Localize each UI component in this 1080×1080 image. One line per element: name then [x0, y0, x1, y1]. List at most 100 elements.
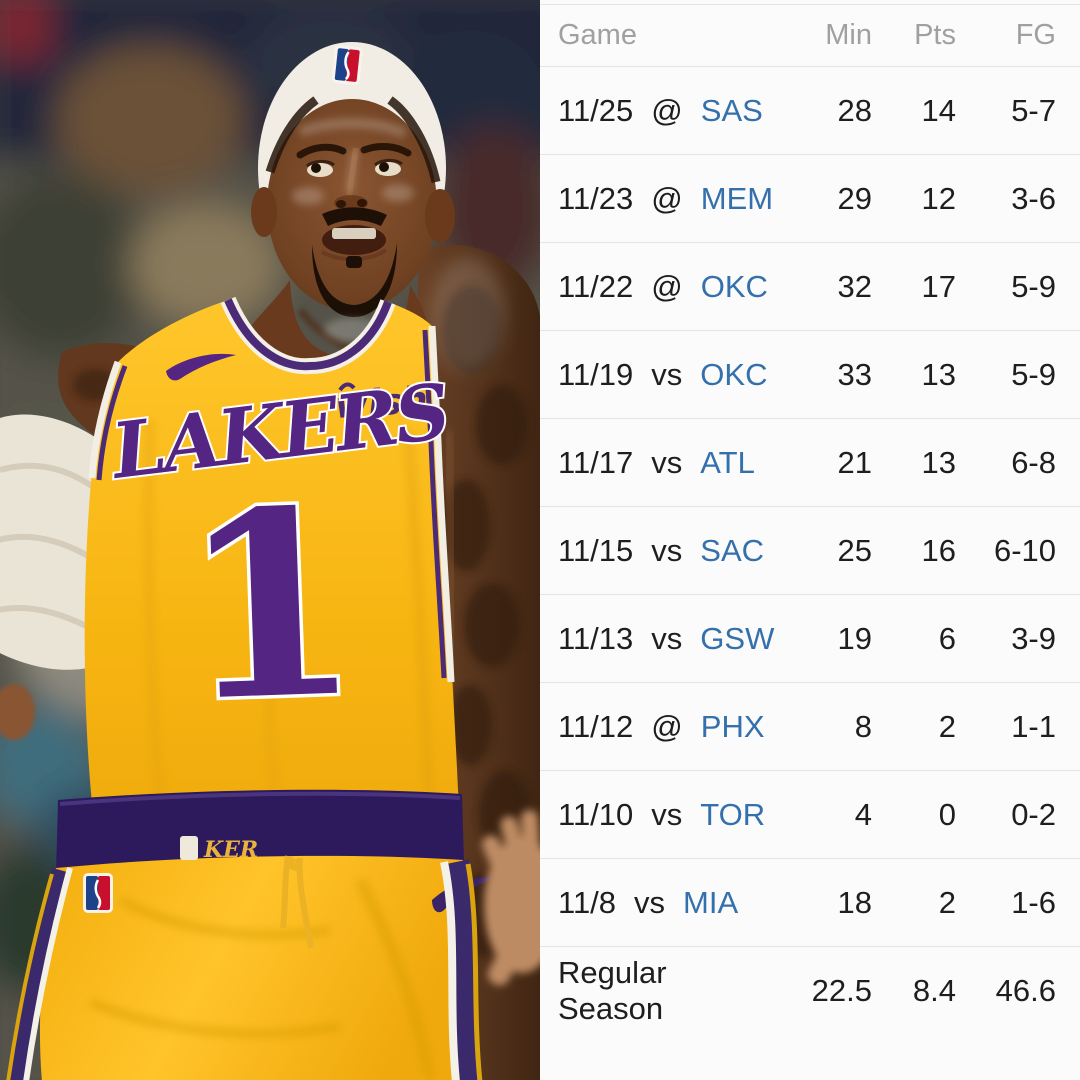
right-ear: [425, 189, 455, 243]
game-cell: 11/22 @ OKC: [558, 269, 776, 305]
game-location: vs: [651, 532, 683, 568]
game-location: @: [651, 268, 683, 304]
table-row: 11/22 @ OKC 32 17 5-9: [540, 243, 1080, 331]
jersey-number: 1: [177, 454, 365, 759]
table-row: 11/8 vs MIA 18 2 1-6: [540, 859, 1080, 947]
waistband: [56, 789, 464, 874]
game-cell: 11/19 vs OKC: [558, 357, 776, 393]
team-link[interactable]: SAC: [700, 532, 765, 568]
game-date: 11/8: [558, 884, 617, 920]
game-cell: 11/8 vs MIA: [558, 885, 776, 921]
team-link[interactable]: OKC: [700, 356, 768, 392]
column-header-game: Game: [558, 19, 637, 51]
fingertip: [0, 684, 35, 740]
game-cell: 11/15 vs SAC: [558, 533, 776, 569]
shorts: KER: [6, 789, 498, 1080]
points-value: 0: [938, 796, 956, 832]
fg-value: 5-7: [1011, 92, 1056, 128]
points-value: 14: [921, 92, 956, 128]
table-row: 11/15 vs SAC 25 16 6-10: [540, 507, 1080, 595]
minutes-value: 28: [837, 92, 872, 128]
points-value: 13: [921, 356, 956, 392]
goatee: [312, 243, 397, 317]
table-header-row: Game Min Pts FG: [540, 4, 1080, 67]
team-link[interactable]: OKC: [700, 268, 768, 304]
game-date: 11/25: [558, 92, 634, 128]
fg-value: 5-9: [1011, 356, 1056, 392]
fg-value: 3-9: [1011, 620, 1056, 656]
stats-rows: 11/25 @ SAS 28 14 5-7 11/23 @ MEM 29 12 …: [540, 67, 1080, 947]
table-row: 11/17 vs ATL 21 13 6-8: [540, 419, 1080, 507]
points-value: 13: [921, 444, 956, 480]
fg-value: 5-9: [1011, 268, 1056, 304]
points-value: 2: [938, 884, 956, 920]
table-row: 11/13 vs GSW 19 6 3-9: [540, 595, 1080, 683]
fg-value: 1-6: [1011, 884, 1056, 920]
game-date: 11/12: [558, 708, 634, 744]
player-head: [238, 42, 455, 432]
game-log-table: Game Min Pts FG 11/25 @ SAS 28 14 5-7 11…: [540, 0, 1080, 1080]
fg-value: 0-2: [1011, 796, 1056, 832]
game-date: 11/22: [558, 268, 634, 304]
column-header-pts: Pts: [914, 19, 956, 51]
points-value: 17: [921, 268, 956, 304]
game-cell: 11/25 @ SAS: [558, 93, 776, 129]
game-location: @: [651, 92, 683, 128]
game-date: 11/13: [558, 620, 634, 656]
team-link[interactable]: SAS: [700, 92, 763, 128]
summary-pts: 8.4: [912, 973, 956, 1008]
game-date: 11/10: [558, 796, 634, 832]
team-link[interactable]: MEM: [700, 180, 774, 216]
minutes-value: 33: [837, 356, 872, 392]
game-cell: 11/13 vs GSW: [558, 621, 776, 657]
jersey: wish LAKERS 1: [84, 296, 462, 845]
column-header-fg: FG: [1015, 19, 1056, 51]
summary-label: Regular Season: [558, 955, 667, 1026]
minutes-value: 32: [837, 268, 872, 304]
points-value: 2: [938, 708, 956, 744]
column-header-min: Min: [825, 19, 872, 51]
game-date: 11/23: [558, 180, 634, 216]
points-value: 6: [938, 620, 956, 656]
game-location: vs: [651, 796, 683, 832]
team-link[interactable]: GSW: [700, 620, 775, 656]
wish-logo: wish: [334, 380, 429, 427]
summary-row: Regular Season 22.5 8.4 46.6: [540, 947, 1080, 1035]
fg-value: 6-8: [1011, 444, 1056, 480]
nike-swoosh-icon: [166, 353, 236, 381]
game-location: vs: [634, 884, 666, 920]
waistband-logo: KER: [180, 836, 258, 863]
summary-fg: 46.6: [995, 973, 1056, 1008]
team-link[interactable]: ATL: [700, 444, 755, 480]
game-date: 11/17: [558, 444, 634, 480]
team-link[interactable]: MIA: [683, 884, 739, 920]
game-date: 11/19: [558, 356, 634, 392]
team-link[interactable]: TOR: [700, 796, 766, 832]
table-row: 11/10 vs TOR 4 0 0-2: [540, 771, 1080, 859]
game-cell: 11/17 vs ATL: [558, 445, 776, 481]
game-location: vs: [651, 356, 683, 392]
minutes-value: 21: [837, 444, 872, 480]
fg-value: 1-1: [1011, 708, 1056, 744]
player-left-arm: [0, 342, 152, 740]
drawstring: [280, 855, 314, 949]
game-cell: 11/10 vs TOR: [558, 797, 776, 833]
shorts-nba-logo-icon: [83, 873, 113, 913]
table-row: 11/25 @ SAS 28 14 5-7: [540, 67, 1080, 155]
minutes-value: 8: [854, 708, 872, 744]
summary-min: 22.5: [811, 973, 872, 1008]
game-location: @: [651, 180, 683, 216]
opponent-hand: [481, 809, 540, 986]
table-row: 11/12 @ PHX 8 2 1-1: [540, 683, 1080, 771]
fg-value: 3-6: [1011, 180, 1056, 216]
table-row: 11/19 vs OKC 33 13 5-9: [540, 331, 1080, 419]
minutes-value: 19: [837, 620, 872, 656]
game-cell: 11/12 @ PHX: [558, 709, 776, 745]
game-location: vs: [651, 620, 683, 656]
left-ear: [251, 187, 277, 237]
nba-logo-icon: [331, 45, 363, 85]
minutes-value: 25: [837, 532, 872, 568]
points-value: 12: [921, 180, 956, 216]
team-link[interactable]: PHX: [700, 708, 765, 744]
